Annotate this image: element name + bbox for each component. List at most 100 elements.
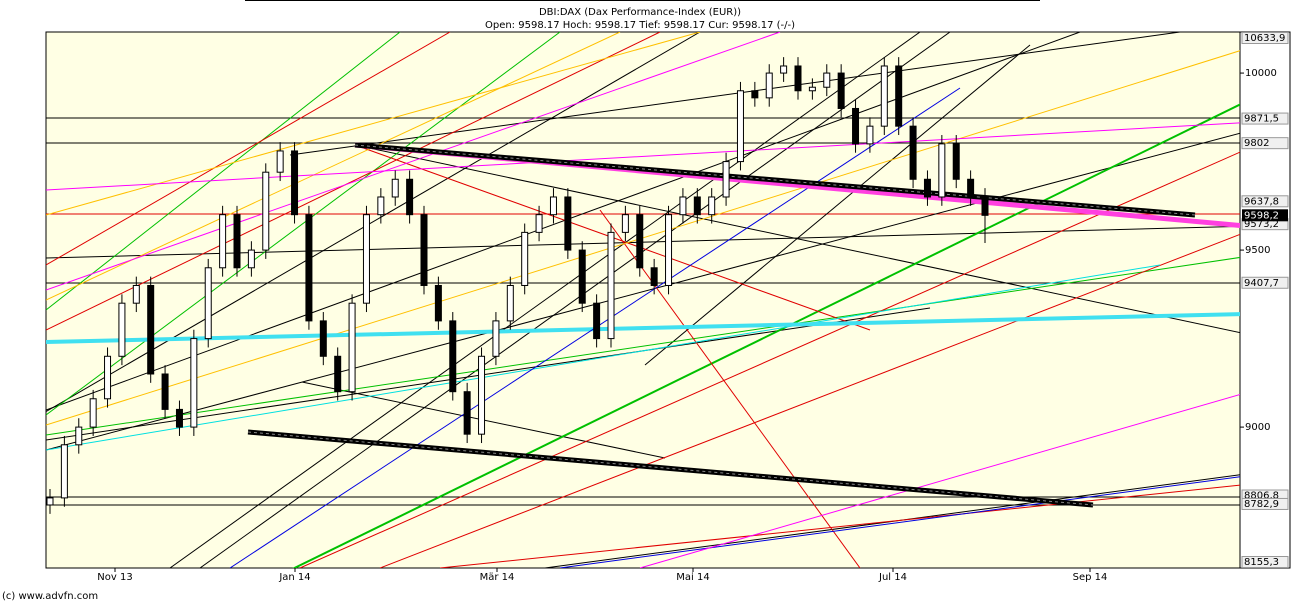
candle-body [823, 72, 831, 88]
candle-body [118, 302, 126, 357]
candle-body [593, 302, 601, 340]
level-label: 10633,9 [1244, 33, 1285, 44]
candle-body [348, 302, 356, 393]
candle-body [751, 90, 759, 99]
level-label: 9802 [1244, 138, 1269, 149]
candle-body [665, 214, 673, 286]
x-tick-label: Sep 14 [1073, 572, 1108, 583]
candle-body [362, 214, 370, 304]
candle-body [521, 231, 529, 286]
candle-body [549, 196, 557, 216]
x-tick-label: Mär 14 [480, 572, 515, 583]
candle-body [161, 373, 169, 410]
candle-body [377, 196, 385, 216]
candle-body [866, 125, 874, 145]
current-price-box [1242, 209, 1288, 222]
candle-body [693, 196, 701, 216]
trend-lines [46, 32, 1240, 568]
candle-body [880, 65, 888, 127]
candle-body [765, 72, 773, 99]
candle-body [219, 214, 227, 269]
candle-body [190, 338, 198, 428]
level-label: 9637,8 [1244, 196, 1279, 207]
level-label: 8155,3 [1244, 557, 1279, 568]
candle-body [305, 214, 313, 322]
chart-subtitle: Open: 9598.17 Hoch: 9598.17 Tief: 9598.1… [485, 20, 795, 31]
level-box [1241, 137, 1289, 150]
candle-body [276, 150, 284, 173]
candle-body [952, 143, 960, 180]
candle-body [607, 231, 615, 340]
candle-body [89, 398, 97, 428]
level-box [1241, 112, 1289, 125]
candle-body [679, 196, 687, 216]
candle-body [578, 249, 586, 304]
candle-body [564, 196, 572, 251]
candle-body [478, 355, 486, 435]
candle-body [492, 320, 500, 357]
candle-body [938, 143, 946, 198]
candle-body [291, 150, 299, 216]
level-box [1241, 32, 1289, 44]
candle-body [391, 178, 399, 198]
y-tick-label: 9000 [1245, 422, 1270, 433]
candle-body [981, 196, 989, 216]
price-axis [1239, 31, 1291, 569]
x-tick-label: Nov 13 [97, 572, 132, 583]
candle-body [621, 214, 629, 233]
level-label: 8782,9 [1244, 499, 1279, 510]
level-label: 9573,2 [1244, 219, 1279, 230]
candle-body [406, 178, 414, 216]
x-tick-label: Jan 14 [278, 572, 310, 583]
x-tick-label: Mai 14 [676, 572, 709, 583]
candle-body [794, 65, 802, 92]
candle-body [262, 171, 270, 251]
y-tick-label: 10000 [1245, 68, 1277, 79]
candle-body [204, 267, 212, 340]
candle-body [175, 408, 183, 428]
candle-body [535, 214, 543, 233]
candle-body [75, 426, 83, 446]
candle-body [334, 355, 342, 393]
candle-body [722, 161, 730, 198]
level-box [1241, 195, 1289, 208]
candle-body [449, 320, 457, 393]
level-label: 8806,8 [1244, 490, 1279, 501]
candle-body [46, 497, 54, 506]
level-label: 9407,7 [1244, 278, 1279, 289]
source-note: (c) www.advfn.com [2, 591, 98, 602]
candle-body [233, 214, 241, 269]
candle-body [736, 90, 744, 163]
candle-body [506, 284, 514, 322]
current-price-label: 9598,2 [1244, 210, 1279, 221]
candle-body [420, 214, 428, 286]
candle-body [909, 125, 917, 180]
candle-body [780, 65, 788, 74]
x-tick-label: Jul 14 [878, 572, 907, 583]
level-label: 9871,5 [1244, 114, 1279, 125]
candle-body [923, 178, 931, 198]
y-tick-label: 9500 [1245, 245, 1270, 256]
chart-title: DBI:DAX (Dax Performance-Index (EUR)) [539, 7, 741, 18]
candle-body [60, 444, 68, 499]
candle-body [708, 196, 716, 216]
level-box [1241, 497, 1289, 510]
candle-body [808, 86, 816, 92]
candle-body [132, 284, 140, 304]
candle-body [852, 107, 860, 145]
candle-body [147, 284, 155, 375]
level-box [1241, 556, 1289, 568]
candle-body [895, 65, 903, 127]
plot-area [45, 31, 1241, 569]
candle-body [104, 355, 112, 400]
level-box [1241, 276, 1289, 289]
candle-body [319, 320, 327, 357]
candle-body [247, 249, 255, 269]
candle-body [434, 284, 442, 322]
candle-body [967, 178, 975, 198]
candle-body [463, 391, 471, 435]
candle-body [650, 267, 658, 286]
candle-body [636, 214, 644, 269]
candle-body [837, 72, 845, 109]
